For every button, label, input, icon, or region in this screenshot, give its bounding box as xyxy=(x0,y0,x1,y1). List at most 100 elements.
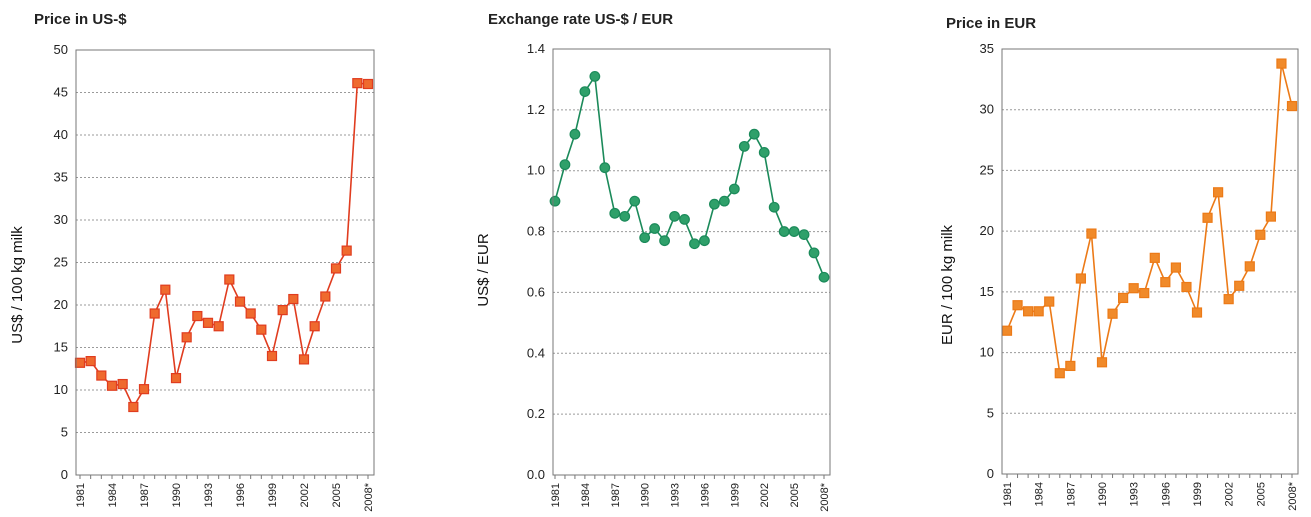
x-tick-label: 1981 xyxy=(1002,482,1014,506)
data-point xyxy=(96,370,107,381)
y-tick-label: 1.2 xyxy=(527,102,545,117)
data-point xyxy=(352,78,363,89)
data-point xyxy=(1012,300,1023,311)
data-point xyxy=(1096,357,1108,368)
data-point xyxy=(245,308,256,319)
y-axis-label: US$ / EUR xyxy=(475,233,492,307)
data-point xyxy=(1160,277,1171,288)
data-point xyxy=(181,332,192,343)
x-tick-label: 2008* xyxy=(1287,481,1299,510)
series-line xyxy=(79,82,369,409)
data-point xyxy=(788,226,800,237)
x-tick-label: 1993 xyxy=(1129,482,1141,506)
data-point xyxy=(298,354,310,365)
x-tick-label: 1984 xyxy=(580,483,592,507)
data-point xyxy=(1255,229,1266,240)
data-point xyxy=(138,384,150,395)
y-tick-label: 50 xyxy=(54,42,68,57)
data-point xyxy=(234,296,246,307)
data-point xyxy=(1075,273,1086,284)
data-point xyxy=(106,380,118,391)
data-point xyxy=(1054,368,1065,379)
data-point xyxy=(330,263,342,274)
data-point xyxy=(579,86,591,97)
x-tick-label: 2002 xyxy=(1224,482,1236,506)
y-tick-label: 10 xyxy=(980,345,994,360)
series-line xyxy=(1006,63,1293,375)
data-point xyxy=(1265,211,1276,222)
data-point xyxy=(202,317,214,328)
data-point xyxy=(758,147,770,158)
y-tick-label: 0.2 xyxy=(527,406,545,421)
data-point xyxy=(669,210,680,222)
y-tick-label: 0 xyxy=(987,466,994,481)
y-tick-label: 0.8 xyxy=(527,224,545,239)
data-point xyxy=(1213,187,1224,198)
data-point xyxy=(738,140,750,152)
y-tick-label: 25 xyxy=(54,255,68,270)
plot-frame xyxy=(1001,48,1299,475)
data-point xyxy=(748,128,760,140)
data-point xyxy=(192,310,203,322)
x-tick-label: 2005 xyxy=(789,483,801,507)
y-tick-label: 0 xyxy=(61,467,68,482)
x-tick-label: 1996 xyxy=(699,483,711,507)
x-tick-label: 1990 xyxy=(1097,482,1109,506)
x-tick-label: 2008* xyxy=(363,482,375,511)
data-point xyxy=(569,128,581,140)
x-tick-label: 1996 xyxy=(1160,482,1172,506)
y-tick-label: 20 xyxy=(980,223,994,238)
data-point xyxy=(619,210,631,222)
data-point xyxy=(599,162,611,174)
y-tick-label: 15 xyxy=(54,340,68,355)
data-point xyxy=(679,213,690,225)
data-point xyxy=(1033,306,1044,317)
y-tick-label: 25 xyxy=(980,162,994,177)
data-point xyxy=(1128,283,1139,294)
data-point xyxy=(728,183,740,195)
x-tick-label: 1993 xyxy=(670,483,682,507)
x-tick-label: 1981 xyxy=(550,483,562,507)
data-point xyxy=(1149,252,1160,263)
x-tick-label: 1987 xyxy=(1065,482,1077,506)
y-tick-label: 45 xyxy=(54,85,68,100)
data-point xyxy=(1118,292,1129,304)
y-tick-label: 5 xyxy=(987,405,994,420)
y-tick-label: 35 xyxy=(980,41,994,56)
data-point xyxy=(320,291,331,302)
data-point xyxy=(718,195,730,207)
data-point xyxy=(277,305,288,316)
data-point xyxy=(629,195,641,207)
data-point xyxy=(699,235,710,247)
data-point xyxy=(818,271,830,283)
data-point xyxy=(224,274,235,285)
y-tick-label: 15 xyxy=(980,284,994,299)
exchange-rate-chart: Exchange rate US-$ / EUR US$ / EUR 0.0 0.… xyxy=(475,11,831,512)
y-tick-label: 1.4 xyxy=(527,41,545,56)
chart-title: Price in US-$ xyxy=(34,11,127,28)
x-tick-label: 1996 xyxy=(235,483,247,507)
data-point xyxy=(768,201,780,213)
y-tick-label: 0.0 xyxy=(527,467,545,482)
data-point xyxy=(1065,360,1076,372)
x-tick-label: 2005 xyxy=(1255,482,1267,506)
x-tick-label: 1990 xyxy=(640,483,652,507)
data-point xyxy=(266,350,278,362)
x-tick-label: 2008* xyxy=(819,482,831,511)
y-tick-label: 10 xyxy=(54,382,68,397)
x-tick-label: 1981 xyxy=(75,483,87,507)
y-axis-label: US$ / 100 kg milk xyxy=(9,226,26,344)
y-tick-label: 35 xyxy=(54,170,68,185)
data-point xyxy=(74,357,86,368)
data-point xyxy=(808,247,820,259)
y-tick-label: 0.6 xyxy=(527,284,545,299)
y-tick-label: 40 xyxy=(54,127,68,142)
data-point xyxy=(649,223,661,234)
data-point xyxy=(589,70,601,82)
data-point xyxy=(1244,261,1255,272)
data-point xyxy=(609,207,621,219)
data-point xyxy=(709,198,720,210)
y-tick-label: 0.4 xyxy=(527,345,545,360)
data-point xyxy=(1181,281,1192,293)
data-point xyxy=(85,356,96,367)
